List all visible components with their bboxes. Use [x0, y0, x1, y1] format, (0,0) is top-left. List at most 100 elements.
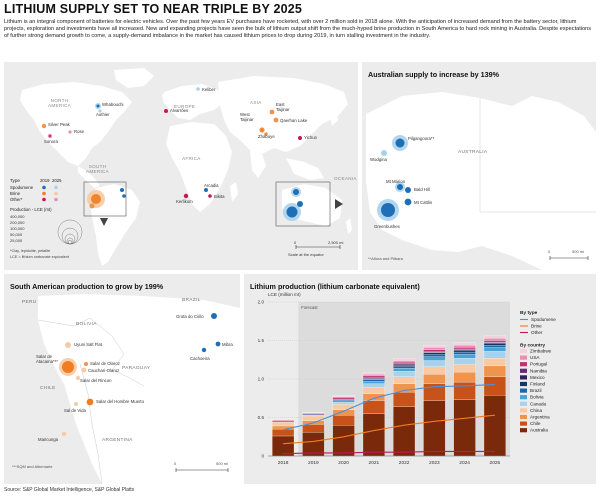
bar-segment-china	[483, 358, 506, 367]
mibra-marker	[215, 341, 221, 347]
y-tick-label: 1.5	[258, 338, 265, 343]
x-tick-label: 2020	[338, 460, 349, 466]
x-tick-label: 2023	[429, 460, 440, 466]
y-tick-label: 0	[261, 454, 264, 459]
world-map: Type 2019 2025 Spodumene Brine Other* Pr…	[10, 68, 352, 266]
bar-segment-portugal	[332, 397, 355, 400]
legend-swatch-portugal	[520, 362, 527, 367]
label-atacama: Salar de Atacama***	[36, 354, 58, 364]
legend-size-circle-2	[61, 227, 79, 245]
border-bolivia-brazil	[89, 317, 125, 371]
bar-segment-usa	[423, 347, 446, 350]
bar-segment-australia	[423, 400, 446, 457]
x-tick-label: 2025	[490, 460, 501, 466]
wodgina-2025	[381, 150, 387, 156]
sa-brazil-marker-2	[122, 194, 126, 198]
bar-segment-usa	[362, 374, 385, 377]
bar-segment-zimbabwe	[302, 411, 325, 414]
bar-segment-zimbabwe	[362, 372, 385, 375]
legend-country-item: Brazil	[530, 388, 542, 393]
site-bikita-marker	[208, 194, 212, 198]
bar-segment-canada	[393, 371, 416, 377]
olaroz-marker	[84, 362, 88, 366]
bar-segment-brazil	[453, 351, 476, 355]
legend-country-item: China	[530, 408, 542, 413]
label-maricunga: Maricunga	[38, 437, 59, 442]
site-zhabuye-marker-2019	[260, 128, 264, 132]
page-title: LITHIUM SUPPLY SET TO NEAR TRIPLE BY 202…	[4, 2, 303, 16]
sa-cluster-2019	[91, 194, 101, 204]
grota-marker	[211, 313, 217, 319]
label-wodgina: Wodgina	[370, 157, 387, 162]
bar-segment-portugal	[393, 361, 416, 364]
site-arcadia-marker	[204, 188, 208, 192]
bar-segment-portugal	[362, 375, 385, 378]
bar-segment-australia	[332, 425, 355, 457]
legend-size-400000: 400,000	[10, 214, 25, 219]
legend-size-circle-5	[68, 240, 73, 245]
label-salar-vida: Sal de Vida	[64, 408, 86, 413]
legend-type-item: Spodumene	[531, 317, 556, 322]
legend-swatch-mexico	[520, 375, 527, 380]
bar-segment-brazil	[483, 344, 506, 348]
site-authier-marker	[98, 109, 102, 113]
label-arcadia: Arcadia	[204, 183, 219, 188]
label-grota: Grota do Cirilo	[176, 314, 204, 319]
atacama-2019	[62, 361, 74, 373]
legend-size-50000: 50,000	[10, 232, 23, 237]
label-mt-cattlin: Mt Cattlin	[414, 200, 433, 205]
site-dangxiongcuo-marker	[264, 132, 268, 136]
label-pilgangoora: Pilgangoora**	[408, 136, 435, 141]
y-tick-label: 2.0	[258, 300, 265, 305]
site-east-taijinar-marker	[269, 109, 275, 115]
mt-marion-2019	[397, 184, 403, 190]
cachoeira-marker	[201, 347, 207, 353]
legend-country-item: Argentina	[530, 415, 550, 420]
south-america-panel: South American production to grow by 199…	[4, 274, 240, 484]
label-uyuni: Uyuni Salt Flat	[74, 342, 102, 347]
label-kerlikom: Kerlikom	[176, 199, 193, 204]
label-alvarroes: Alvarrões	[170, 108, 189, 113]
legend-country-title: By country	[520, 343, 545, 349]
region-north-america: NORTH AMERICA	[48, 98, 72, 108]
label-mt-marion: Mt Marion	[386, 179, 406, 184]
chart-title: Lithium production (lithium carbonate eq…	[250, 282, 420, 291]
site-qaerhan-marker	[273, 117, 279, 123]
label-rose: Rose	[74, 129, 85, 134]
legend-note-2: LCE = lithium carbonate equivalent	[10, 255, 70, 259]
bar-segment-china	[332, 404, 355, 410]
legend-spodumene-2019-swatch	[42, 185, 46, 190]
legend-brine-2019-swatch	[42, 191, 46, 196]
land-new-zealand	[346, 218, 352, 234]
australia-scale-zero: 0	[548, 249, 551, 254]
legend-country-item: Bolivia	[530, 395, 544, 400]
bald-hill-2025	[405, 187, 411, 193]
production-chart: Forecast LCE (million mt) 0 0.5 1.0 1.5 2.0 201…	[258, 292, 557, 466]
bar-segment-chile	[483, 376, 506, 396]
legend-size-100000: 100,000	[10, 226, 25, 231]
label-argentina: ARGENTINA	[102, 438, 133, 443]
australia-map	[366, 92, 596, 270]
rincon-marker	[76, 376, 80, 380]
mt-cattlin-2025	[404, 198, 412, 206]
salar-vida-marker	[74, 402, 78, 406]
label-hombre-muerto: Salar del Hombre Muerto	[96, 399, 145, 404]
land-australia-detail	[366, 92, 596, 270]
land-north-america	[20, 82, 132, 166]
australia-panel: Australian supply to increase by 139% AU…	[362, 62, 596, 270]
legend-type-label: Type	[10, 178, 20, 183]
legend-size-circle-4	[66, 237, 74, 245]
south-america-scale-zero: 0	[174, 461, 177, 466]
label-yichun: Yichun	[304, 135, 317, 140]
legend-production-label: Production - LCE (mt)	[10, 207, 52, 212]
legend-note-1: *Clay, lepidolite, petalite	[10, 249, 50, 253]
legend-brine-2025-swatch	[54, 191, 58, 196]
south-america-note: ***SQM and Albemarle	[12, 464, 53, 469]
site-sonora-marker-2019	[49, 135, 51, 137]
land-asia	[218, 76, 348, 154]
bar-segment-chile	[393, 391, 416, 407]
legend-country-item: Namibia	[530, 368, 547, 373]
label-mibra: Mibra	[222, 342, 233, 347]
intro-text: Lithium is an integral component of batt…	[4, 19, 592, 40]
legend-swatch-australia	[520, 428, 527, 433]
